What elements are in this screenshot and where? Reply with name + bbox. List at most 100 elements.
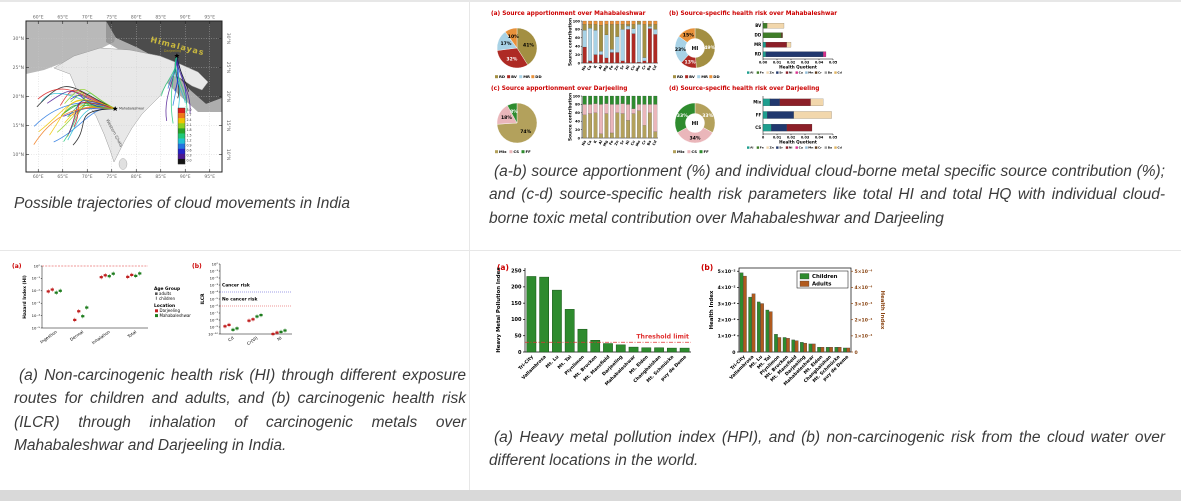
svg-text:DD: DD: [755, 33, 762, 38]
svg-text:BV: BV: [689, 74, 695, 79]
svg-text:Ca: Ca: [587, 64, 593, 71]
svg-text:Heavy Metal Pollution Index: Heavy Metal Pollution Index: [496, 267, 502, 353]
svg-text:Inhalation: Inhalation: [91, 329, 111, 345]
india-cloud-trajectory-map: 60°E 60°E 65°E 65°E 70°E 70°E 75°E 75°E 80°E 80°E…: [13, 15, 231, 181]
svg-text:FF: FF: [756, 112, 762, 117]
svg-text:10⁻⁷: 10⁻⁷: [210, 310, 219, 315]
svg-text:100: 100: [511, 317, 522, 323]
svg-text:Age Group: Age Group: [154, 286, 180, 292]
svg-text:(a): (a): [12, 263, 22, 270]
svg-text:Mix: Mix: [499, 149, 507, 154]
svg-text:60°E: 60°E: [33, 174, 44, 180]
svg-text:250: 250: [511, 268, 522, 274]
svg-text:1.8: 1.8: [187, 128, 192, 132]
svg-text:3.0: 3.0: [187, 108, 192, 112]
svg-text:65°E: 65°E: [57, 174, 68, 180]
svg-text:70°E: 70°E: [82, 174, 93, 180]
hpi-caption: (a) Heavy metal pollution index (HPI), a…: [489, 429, 1165, 470]
svg-text:2.4: 2.4: [187, 118, 192, 122]
svg-text:Sr: Sr: [620, 140, 626, 146]
svg-text:30°N: 30°N: [225, 33, 231, 44]
svg-text:13%: 13%: [685, 59, 696, 65]
svg-text:Location: Location: [154, 303, 175, 309]
svg-text:FF: FF: [704, 149, 710, 154]
svg-text:33%: 33%: [677, 113, 688, 119]
svg-text:Cd: Cd: [652, 139, 658, 146]
svg-text:32%: 32%: [506, 56, 517, 62]
svg-text:Ni: Ni: [625, 140, 630, 146]
svg-text:Sr: Sr: [620, 65, 626, 71]
svg-text:Ba: Ba: [828, 71, 832, 75]
svg-text:10⁻⁶: 10⁻⁶: [210, 303, 219, 308]
svg-text:15°N: 15°N: [13, 123, 24, 129]
svg-text:90°E: 90°E: [180, 15, 191, 21]
svg-text:Cancer risk: Cancer risk: [222, 282, 250, 288]
svg-text:18%: 18%: [501, 115, 512, 121]
svg-text:CS: CS: [755, 125, 761, 130]
svg-text:Cr: Cr: [818, 71, 822, 75]
svg-text:5×10⁻⁴: 5×10⁻⁴: [855, 269, 873, 275]
svg-text:10⁰: 10⁰: [34, 263, 41, 268]
svg-text:CS: CS: [513, 149, 519, 154]
svg-text:2.1: 2.1: [187, 123, 192, 127]
svg-text:2.7: 2.7: [187, 113, 192, 117]
svg-text:MR: MR: [754, 42, 761, 47]
svg-text:Source contribution: Source contribution: [568, 93, 574, 141]
svg-text:Adults: Adults: [812, 282, 832, 288]
svg-text:50: 50: [515, 334, 522, 340]
svg-text:1.5: 1.5: [187, 133, 192, 137]
svg-text:15%: 15%: [683, 32, 694, 38]
svg-text:Mg: Mg: [603, 64, 609, 72]
svg-text:0: 0: [578, 136, 581, 140]
svg-text:60: 60: [575, 36, 580, 40]
svg-text:0.9: 0.9: [187, 143, 192, 147]
svg-text:20: 20: [575, 128, 580, 132]
svg-text:Mahabaleshwar: Mahabaleshwar: [119, 107, 145, 111]
svg-text:Health Index: Health Index: [879, 291, 885, 330]
svg-text:80: 80: [575, 28, 580, 32]
svg-text:Cu: Cu: [630, 139, 636, 146]
svg-text:100: 100: [573, 19, 581, 23]
svg-text:Zn: Zn: [770, 146, 774, 150]
svg-text:20: 20: [575, 53, 580, 57]
svg-text:Mn: Mn: [635, 64, 641, 72]
svg-text:MR: MR: [523, 74, 530, 79]
svg-text:Ni: Ni: [625, 65, 630, 71]
svg-text:1×10⁻⁴: 1×10⁻⁴: [855, 334, 873, 340]
svg-text:Ni: Ni: [789, 146, 793, 150]
svg-text:0.02: 0.02: [787, 135, 796, 139]
svg-text:Sr: Sr: [779, 146, 783, 150]
hpi-health-index-figure: (a) 0 50 100 150 200 250 Heavy Metal Pollution …: [496, 263, 885, 387]
svg-text:Mn: Mn: [808, 71, 813, 75]
svg-text:Mix: Mix: [677, 149, 685, 154]
svg-text:4×10⁻⁴: 4×10⁻⁴: [855, 285, 873, 291]
apportionment-figure: (a) Source apportionment over Mahabalesh…: [487, 8, 847, 156]
svg-text:150: 150: [511, 301, 522, 307]
svg-text:20°N: 20°N: [13, 94, 24, 100]
svg-text:Mahabaleshwar: Mahabaleshwar: [160, 313, 192, 318]
svg-text:RD: RD: [499, 74, 505, 79]
svg-text:Health Index: Health Index: [709, 290, 715, 329]
svg-text:Darjeeling: Darjeeling: [160, 308, 181, 313]
svg-text:Mix: Mix: [753, 100, 761, 105]
panel-d-health-risk-darjeeling-chart: (d) Source-specific health risk over Dar…: [669, 86, 842, 154]
svg-text:Cr: Cr: [641, 65, 647, 71]
svg-text:DD: DD: [535, 74, 541, 79]
health-risk-caption: (a) Non-carcinogenic health risk (HI) th…: [14, 367, 466, 454]
horizontal-scrollbar[interactable]: [0, 490, 1181, 501]
svg-text:Zn: Zn: [614, 139, 620, 146]
svg-text:10⁻⁸: 10⁻⁸: [210, 317, 219, 322]
svg-text:FF: FF: [526, 149, 532, 154]
svg-text:10⁻³: 10⁻³: [32, 301, 41, 306]
svg-text:10°N: 10°N: [13, 152, 24, 158]
health-risk-scatter-figure: (a) 10⁰ 10⁻¹ 10⁻² 10⁻³ 10⁻⁴ 10⁻⁵ Hazard Index (…: [12, 261, 292, 346]
svg-text:(b) Source-specific health ris: (b) Source-specific health risk over Mah…: [669, 11, 837, 17]
table-border-top: [0, 0, 1181, 2]
svg-text:Al: Al: [750, 71, 753, 75]
svg-text:65°E: 65°E: [57, 15, 68, 21]
svg-text:Ba: Ba: [646, 64, 652, 71]
svg-text:Sr: Sr: [779, 71, 783, 75]
svg-text:4×10⁻²: 4×10⁻²: [718, 285, 736, 291]
svg-text:85°E: 85°E: [155, 174, 166, 180]
svg-text:1.2: 1.2: [187, 138, 192, 142]
